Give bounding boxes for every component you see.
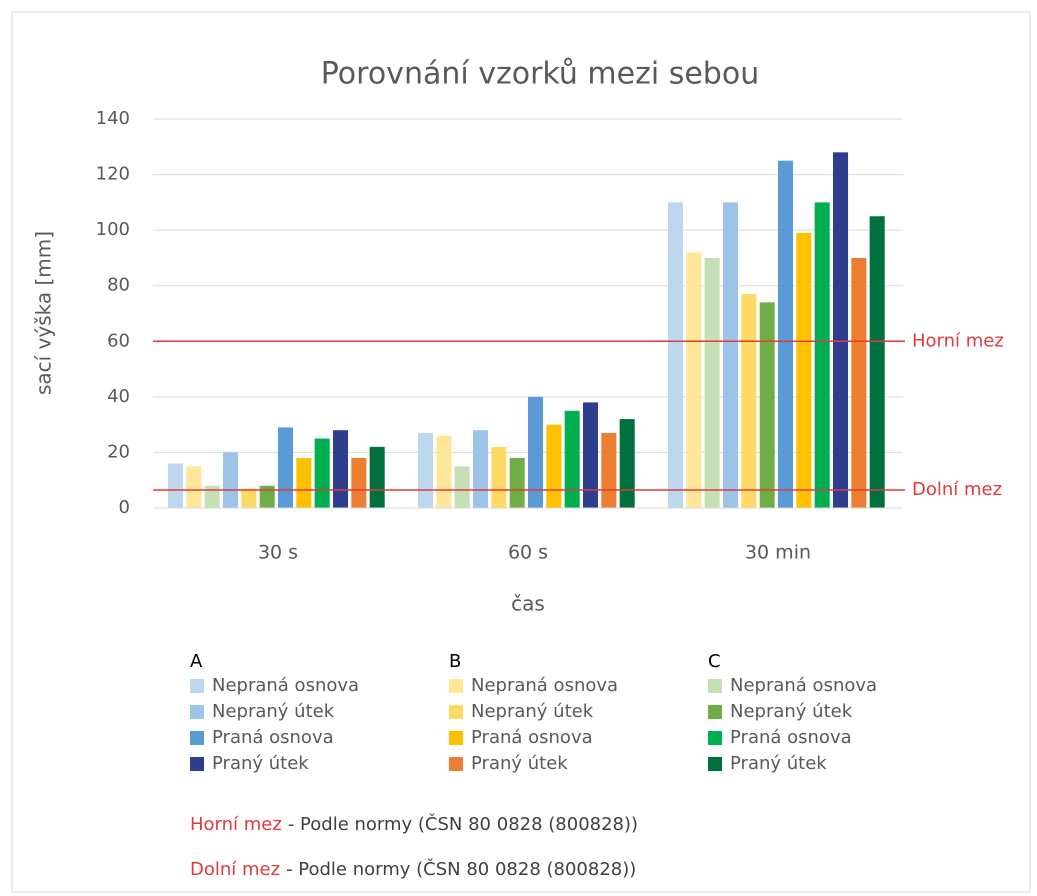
bar [778, 160, 794, 508]
bar [759, 302, 775, 508]
legend-label: Nepraná osnova [212, 675, 359, 696]
reference-note-text: - Podle normy (ČSN 80 0828 (800828)) [286, 858, 636, 880]
bar [796, 232, 812, 508]
legend-swatch [708, 731, 722, 745]
legend-label: Praná osnova [471, 727, 593, 748]
y-tick-label: 80 [107, 275, 130, 296]
x-axis-title: čas [511, 592, 545, 616]
legend-label: Praný útek [212, 753, 309, 774]
bar [454, 466, 470, 508]
x-tick-label: 60 s [508, 542, 548, 564]
bar [418, 432, 434, 508]
reference-note: Horní mez - Podle normy (ČSN 80 0828 (800… [190, 813, 638, 835]
legend-swatch [449, 731, 463, 745]
legend-swatch [708, 679, 722, 693]
bar [278, 427, 294, 508]
legend-group-title: B [449, 651, 461, 672]
bar [583, 402, 599, 508]
reference-note-label: Horní mez [190, 814, 282, 835]
reference-label: Horní mez [912, 330, 1004, 351]
x-tick-label: 30 s [258, 542, 298, 564]
bar [833, 152, 849, 509]
bar [723, 202, 739, 508]
bar [509, 457, 525, 508]
bar [491, 446, 507, 508]
legend-label: Nepraná osnova [730, 675, 877, 696]
bar [204, 485, 220, 508]
y-tick-label: 60 [107, 330, 130, 351]
bar [814, 202, 830, 508]
bar [473, 430, 489, 508]
legend-group-title: C [708, 651, 721, 672]
legend-swatch [190, 757, 204, 771]
bar [869, 216, 885, 508]
legend-swatch [449, 679, 463, 693]
legend-label: Nepraný útek [212, 701, 335, 722]
legend-swatch [708, 757, 722, 771]
legend-label: Praný útek [730, 753, 827, 774]
reference-label: Dolní mez [912, 479, 1002, 500]
chart-title: Porovnání vzorků mezi sebou [321, 57, 759, 92]
bar [851, 257, 867, 508]
legend-group-title: A [190, 651, 203, 672]
legend-swatch [449, 757, 463, 771]
bar [564, 410, 580, 508]
bar [741, 294, 757, 508]
legend-swatch [708, 705, 722, 719]
bar [528, 396, 544, 508]
y-axis-title: sací výška [mm] [32, 231, 56, 395]
legend-swatch [190, 731, 204, 745]
y-tick-label: 40 [107, 386, 130, 407]
y-tick-label: 20 [107, 441, 130, 462]
bar [668, 202, 684, 508]
bar [619, 419, 635, 508]
legend-swatch [190, 679, 204, 693]
bar [241, 488, 257, 508]
y-tick-label: 140 [96, 108, 130, 129]
legend-label: Nepraná osnova [471, 675, 618, 696]
reference-note-label: Dolní mez [190, 859, 280, 880]
legend-label: Nepraný útek [471, 701, 594, 722]
bar [351, 457, 367, 508]
bar [296, 457, 312, 508]
bar [223, 452, 239, 508]
bar [259, 485, 275, 508]
y-tick-label: 100 [96, 219, 130, 240]
legend-label: Praná osnova [730, 727, 852, 748]
y-tick-label: 0 [119, 497, 130, 518]
reference-note: Dolní mez - Podle normy (ČSN 80 0828 (800… [190, 858, 636, 880]
x-tick-label: 30 min [745, 542, 811, 564]
legend-swatch [190, 705, 204, 719]
legend-label: Nepraný útek [730, 701, 853, 722]
bar [436, 435, 452, 508]
bar [546, 424, 562, 508]
y-tick-label: 120 [96, 164, 130, 185]
bar [168, 463, 184, 508]
bar [314, 438, 330, 508]
bar [686, 252, 702, 508]
legend-swatch [449, 705, 463, 719]
bar [333, 430, 349, 508]
bar [601, 432, 617, 508]
reference-note-text: - Podle normy (ČSN 80 0828 (800828)) [288, 813, 638, 835]
bar [369, 446, 385, 508]
bar [186, 466, 202, 508]
legend-label: Praná osnova [212, 727, 334, 748]
legend-label: Praný útek [471, 753, 568, 774]
bar [704, 257, 720, 508]
